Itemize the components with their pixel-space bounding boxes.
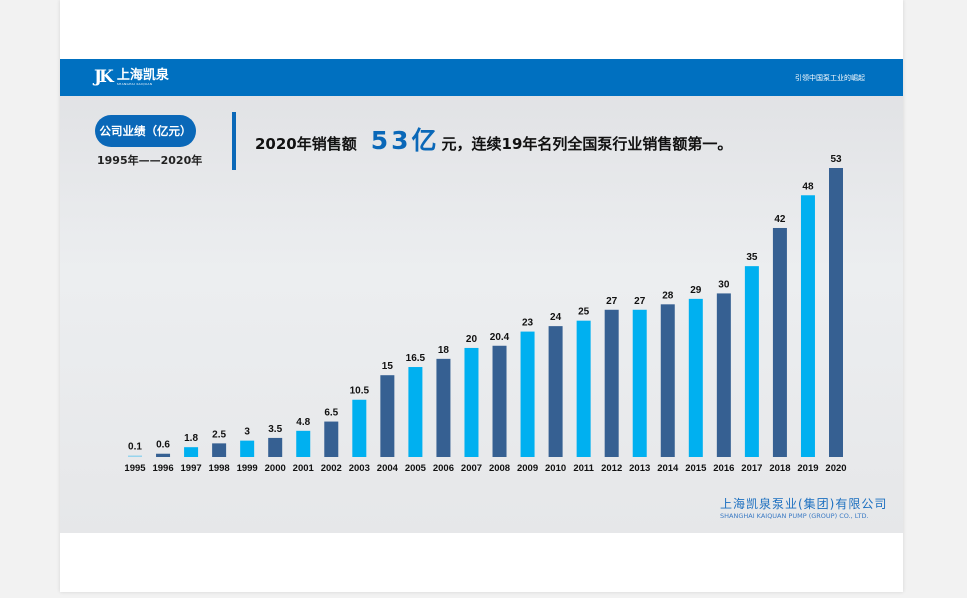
header-bar: JK 上海凯泉 SHANGHAI KAIQUAN 引领中国泵工业的崛起 xyxy=(60,59,903,96)
page: JK 上海凯泉 SHANGHAI KAIQUAN 引领中国泵工业的崛起 公司业绩… xyxy=(60,0,903,592)
year-range: 1995年——2020年 xyxy=(97,154,203,167)
bar-2005 xyxy=(408,367,423,457)
bar-1998 xyxy=(212,443,227,457)
company-name-cn: 上海凯泉泵业(集团)有限公司 xyxy=(720,497,888,511)
bar-1995 xyxy=(128,455,142,457)
x-tick-label: 2016 xyxy=(713,463,734,474)
tagline: 引领中国泵工业的崛起 xyxy=(795,74,865,82)
headline-prefix: 2020年销售额 xyxy=(255,135,357,153)
data-label: 29 xyxy=(690,285,702,296)
x-tick-label: 2011 xyxy=(573,463,594,474)
data-label: 23 xyxy=(522,318,534,329)
bar-2013 xyxy=(632,309,647,457)
x-tick-label: 1996 xyxy=(152,463,173,474)
data-label: 30 xyxy=(718,279,730,290)
x-tick-label: 2002 xyxy=(321,463,342,474)
data-label: 18 xyxy=(438,345,450,356)
logo-text: 上海凯泉 xyxy=(116,67,169,83)
bar-2006 xyxy=(436,358,451,457)
data-label: 16.5 xyxy=(406,353,426,364)
bar-2010 xyxy=(548,326,563,457)
x-tick-label: 1997 xyxy=(181,463,202,474)
logo-subtext: SHANGHAI KAIQUAN xyxy=(116,81,153,86)
x-tick-label: 2001 xyxy=(293,463,315,474)
bar-2019 xyxy=(800,195,815,457)
headline: 2020年销售额 53亿 元，连续19年名列全国泵行业销售额第一。 xyxy=(255,121,732,157)
bar-2017 xyxy=(744,266,759,457)
bar-2020 xyxy=(829,168,843,457)
bar-1999 xyxy=(240,440,255,457)
x-tick-label: 2019 xyxy=(797,463,818,474)
company-name-en: SHANGHAI KAIQUAN PUMP (GROUP) CO., LTD. xyxy=(720,512,869,520)
data-label: 0.1 xyxy=(128,442,142,453)
x-tick-label: 2008 xyxy=(489,463,510,474)
x-tick-label: 2014 xyxy=(657,463,679,474)
bar-2007 xyxy=(464,347,479,457)
x-tick-label: 2013 xyxy=(629,463,650,474)
slide: JK 上海凯泉 SHANGHAI KAIQUAN 引领中国泵工业的崛起 公司业绩… xyxy=(60,59,903,533)
data-label: 6.5 xyxy=(324,408,338,419)
accent-divider xyxy=(232,112,236,170)
x-tick-label: 1995 xyxy=(124,463,146,474)
data-label: 1.8 xyxy=(184,433,198,444)
bar-2003 xyxy=(352,399,367,457)
x-tick-label: 2004 xyxy=(377,463,399,474)
bar-2002 xyxy=(324,421,339,457)
x-tick-label: 2003 xyxy=(349,463,370,474)
logo: JK 上海凯泉 SHANGHAI KAIQUAN xyxy=(94,67,169,87)
headline-suffix: 元，连续19年名列全国泵行业销售额第一。 xyxy=(441,135,733,153)
bar-2004 xyxy=(380,375,395,457)
bar-1996 xyxy=(156,453,171,457)
sales-bar-chart: 0.1 1995 0.6 1996 1.8 1997 2.5 1998 3 1999 3.5 2000… xyxy=(124,154,846,474)
bar-2009 xyxy=(520,331,535,457)
section-pill: 公司业绩（亿元） xyxy=(95,115,196,147)
data-label: 42 xyxy=(774,214,786,225)
bar-2000 xyxy=(268,437,283,457)
x-tick-label: 2020 xyxy=(825,463,846,474)
data-label: 35 xyxy=(746,252,758,263)
logo-mark: JK xyxy=(94,67,114,87)
x-tick-label: 2010 xyxy=(545,463,566,474)
x-tick-label: 2006 xyxy=(433,463,454,474)
data-label: 27 xyxy=(634,296,646,307)
data-label: 10.5 xyxy=(350,386,370,397)
bar-2012 xyxy=(604,309,619,457)
x-tick-label: 2000 xyxy=(265,463,286,474)
bar-2018 xyxy=(772,227,787,457)
data-label: 2.5 xyxy=(212,429,226,440)
x-tick-label: 2012 xyxy=(601,463,622,474)
data-label: 4.8 xyxy=(296,417,310,428)
bar-2008 xyxy=(492,345,507,457)
x-tick-label: 1998 xyxy=(209,463,230,474)
x-tick-label: 2007 xyxy=(461,463,482,474)
company-signature: 上海凯泉泵业(集团)有限公司 SHANGHAI KAIQUAN PUMP (GR… xyxy=(720,495,887,520)
x-tick-label: 2018 xyxy=(769,463,790,474)
headline-highlight: 53亿 xyxy=(370,126,440,155)
data-label: 20 xyxy=(466,334,478,345)
data-label: 3.5 xyxy=(268,424,282,435)
x-tick-label: 2015 xyxy=(685,463,707,474)
bar-2001 xyxy=(296,430,311,457)
bar-2016 xyxy=(716,293,731,457)
data-label: 25 xyxy=(578,307,590,318)
data-label: 48 xyxy=(802,181,814,192)
x-tick-label: 2017 xyxy=(741,463,762,474)
data-label: 0.6 xyxy=(156,440,170,451)
data-label: 3 xyxy=(244,427,250,438)
data-label: 53 xyxy=(830,154,842,165)
x-tick-label: 2009 xyxy=(517,463,538,474)
bar-2014 xyxy=(660,304,675,457)
bar-1997 xyxy=(184,447,199,457)
data-label: 15 xyxy=(382,361,394,372)
data-label: 24 xyxy=(550,312,562,323)
x-tick-label: 2005 xyxy=(405,463,427,474)
bar-2015 xyxy=(688,298,703,457)
data-label: 20.4 xyxy=(490,332,510,343)
x-tick-label: 1999 xyxy=(237,463,258,474)
data-label: 27 xyxy=(606,296,618,307)
data-label: 28 xyxy=(662,290,674,301)
bar-2011 xyxy=(576,320,591,457)
